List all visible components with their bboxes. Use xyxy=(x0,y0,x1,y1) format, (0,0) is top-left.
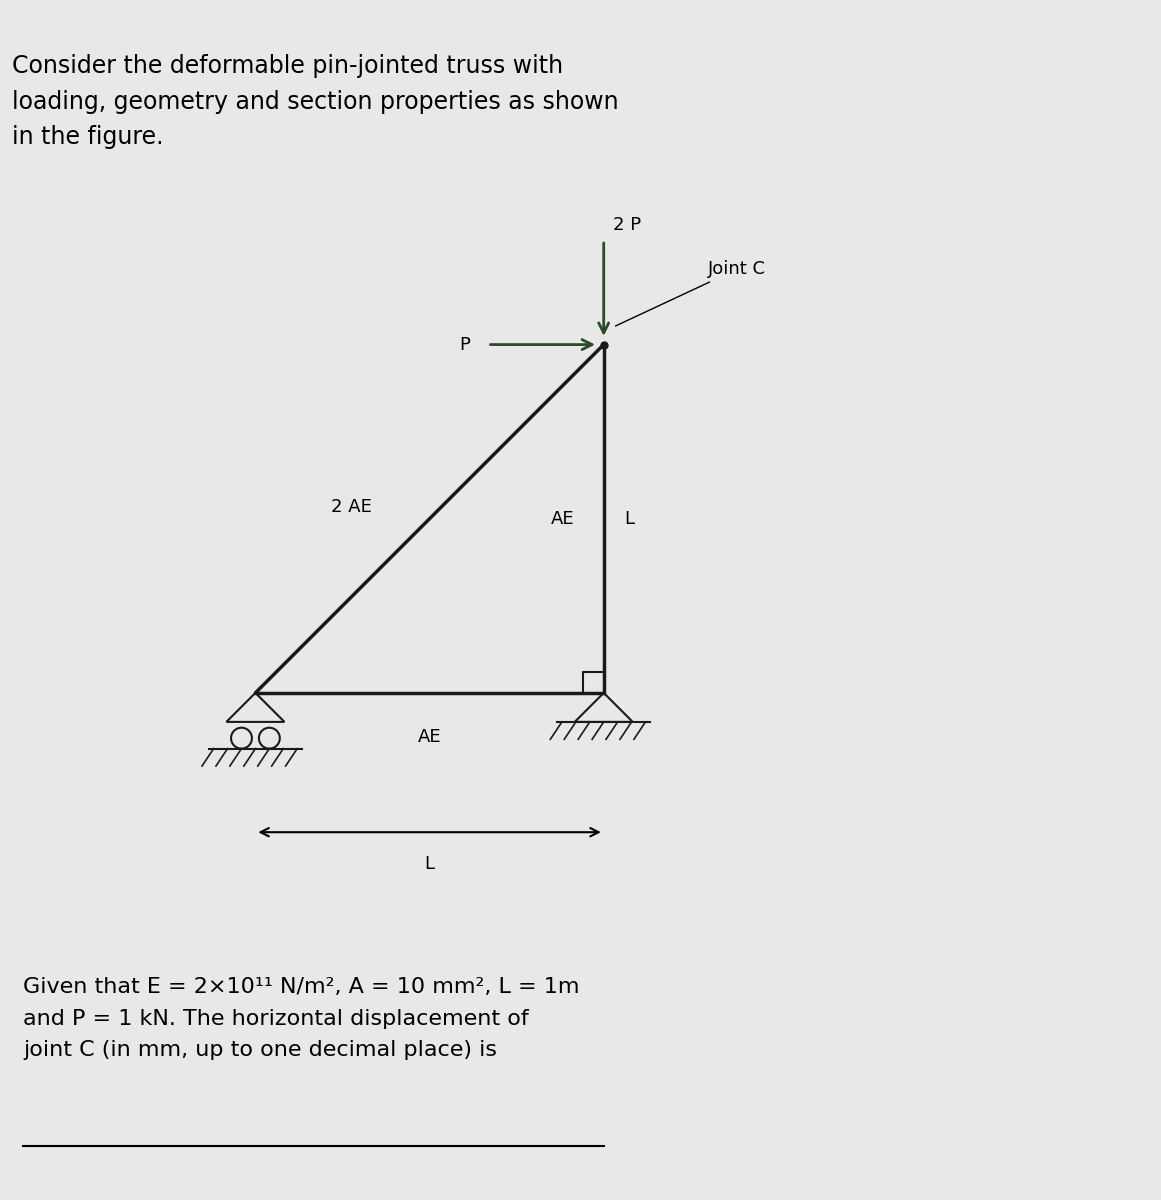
Text: AE: AE xyxy=(418,727,441,745)
Text: AE: AE xyxy=(551,510,575,528)
Text: 2 AE: 2 AE xyxy=(331,498,372,516)
Text: 2 P: 2 P xyxy=(613,216,641,234)
Text: P: P xyxy=(460,336,470,354)
Text: L: L xyxy=(425,856,434,874)
Text: Given that E = 2×10¹¹ N/m², A = 10 mm², L = 1m
and P = 1 kN. The horizontal disp: Given that E = 2×10¹¹ N/m², A = 10 mm², … xyxy=(23,977,579,1060)
Text: Joint C: Joint C xyxy=(615,260,766,326)
Text: L: L xyxy=(625,510,635,528)
Text: Consider the deformable pin-jointed truss with
loading, geometry and section pro: Consider the deformable pin-jointed trus… xyxy=(12,54,619,149)
